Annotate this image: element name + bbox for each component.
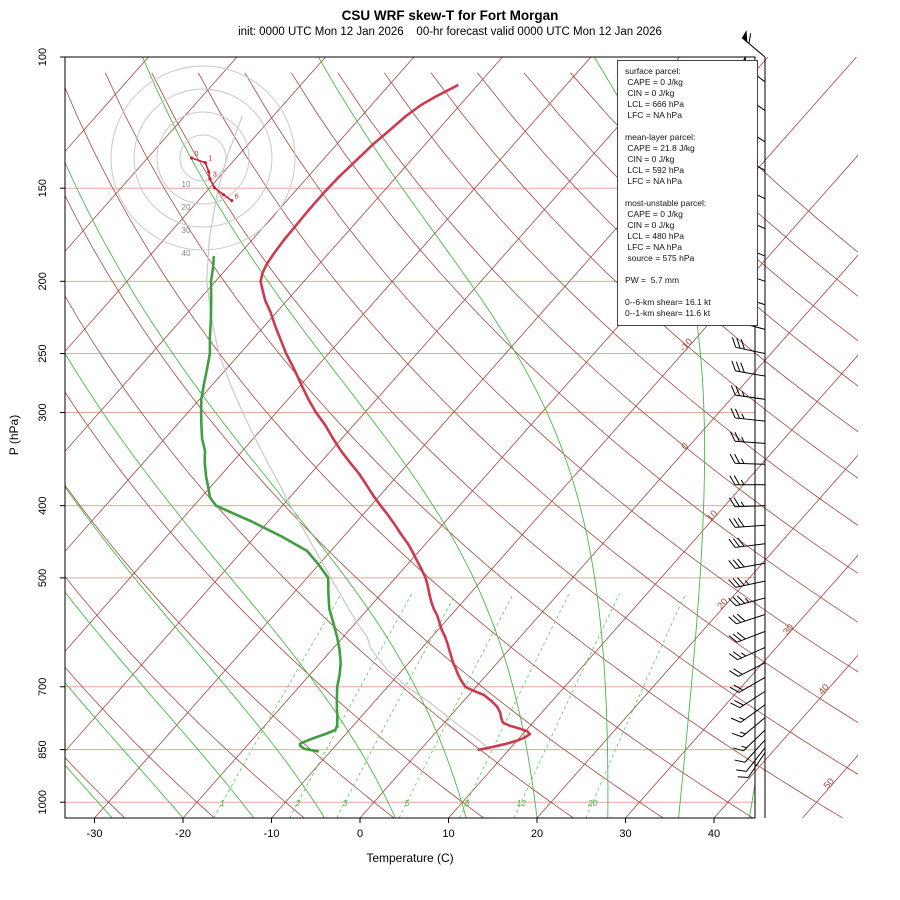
axes: -30 -20 -10 0 10 20 30 401001502002503004005007… xyxy=(37,48,720,840)
y-tick-label: 200 xyxy=(37,272,49,290)
y-tick-label: 300 xyxy=(37,403,49,421)
info-line xyxy=(625,121,750,132)
info-line xyxy=(625,286,750,297)
y-tick-label: 700 xyxy=(37,678,49,696)
parcel-info-box: surface parcel: CAPE = 0 J/kg CIN = 0 J/… xyxy=(617,60,758,326)
x-tick-label: 0 xyxy=(357,828,363,840)
info-line: surface parcel: xyxy=(625,66,681,76)
hodograph-ring-label: 40 xyxy=(182,249,191,258)
info-line: most-unstable parcel: xyxy=(625,198,707,208)
dry-adiabats xyxy=(65,72,858,818)
mixing-ratio-label: 8 xyxy=(465,798,470,808)
x-tick-label: -30 xyxy=(87,828,103,840)
info-line: CIN = 0 J/kg xyxy=(625,154,675,164)
info-line: LCL = 480 hPa xyxy=(625,231,684,241)
isotherm-label: 10 xyxy=(705,508,720,523)
x-axis-label: Temperature (C) xyxy=(366,851,454,865)
x-tick-label: 20 xyxy=(531,828,543,840)
mixing-ratio-label: 1 xyxy=(220,798,225,808)
info-line: 0--6-km shear= 16.1 kt xyxy=(625,297,711,307)
isotherm-label: -10 xyxy=(678,337,695,355)
info-line: LCL = 666 hPa xyxy=(625,99,684,109)
hodograph-ring-label: 30 xyxy=(182,226,191,235)
info-line: PW = 5.7 mm xyxy=(625,275,680,285)
hodograph-height-label: 3 xyxy=(213,172,217,179)
temperature-curve xyxy=(259,83,532,752)
isotherm-label: 30 xyxy=(781,622,796,637)
info-line: CAPE = 0 J/kg xyxy=(625,209,683,219)
y-tick-label: 1000 xyxy=(37,790,49,814)
hodograph-height-label: 1 xyxy=(208,156,212,163)
hodograph: 10 20 30 40 0 1 3 6 xyxy=(110,65,296,258)
mixing-ratio-label: 3 xyxy=(343,798,348,808)
info-line: CIN = 0 J/kg xyxy=(625,88,675,98)
moist-adiabats xyxy=(65,57,755,818)
x-tick-label: 10 xyxy=(442,828,454,840)
mixing-ratio-label: 20 xyxy=(587,798,598,808)
sounding-profiles xyxy=(199,83,532,753)
info-line: CAPE = 21.8 J/kg xyxy=(625,143,695,153)
info-line: LFC = NA hPa xyxy=(625,110,682,120)
y-tick-label: 850 xyxy=(37,740,49,758)
hodograph-height-label: 6 xyxy=(235,194,239,201)
mixing-ratio-lines xyxy=(213,593,687,818)
mixing-ratio-labels: 1 2 3 5 8 12 20 xyxy=(220,798,598,808)
dewpoint-curve xyxy=(199,256,342,753)
x-tick-label: 30 xyxy=(619,828,631,840)
plot-border xyxy=(64,56,756,819)
info-line: source = 575 hPa xyxy=(625,253,695,263)
isotherm-label: 50 xyxy=(822,776,837,791)
info-line xyxy=(625,264,750,275)
x-tick-label: -10 xyxy=(264,828,280,840)
info-line: 0--1-km shear= 11.6 kt xyxy=(625,308,711,318)
info-line: CIN = 0 J/kg xyxy=(625,220,675,230)
isotherm-label: 40 xyxy=(817,682,832,697)
y-tick-label: 150 xyxy=(37,179,49,197)
mixing-ratio-label: 2 xyxy=(295,798,301,808)
hodograph-ring-label: 20 xyxy=(182,203,191,212)
y-tick-label: 500 xyxy=(37,569,49,587)
y-tick-label: 250 xyxy=(37,344,49,362)
chart-title: CSU WRF skew-T for Fort Morgan xyxy=(341,8,559,23)
isotherm-label: 20 xyxy=(715,596,730,611)
mixing-ratio-label: 12 xyxy=(517,798,527,808)
hodograph-height-label: 0 xyxy=(195,151,199,158)
y-tick-label: 400 xyxy=(37,497,49,515)
mixing-ratio-label: 5 xyxy=(405,798,410,808)
info-line: LFC = NA hPa xyxy=(625,242,682,252)
y-axis-label: P (hPa) xyxy=(7,414,21,456)
info-line: LFC = NA hPa xyxy=(625,176,682,186)
chart-subtitle: init: 0000 UTC Mon 12 Jan 2026 00-hr for… xyxy=(238,26,662,38)
isotherm-label: 0 xyxy=(679,441,691,452)
x-tick-label: -20 xyxy=(175,828,191,840)
info-line xyxy=(625,187,750,198)
isotherm-labels: -10 0 10 20 30 40 50 xyxy=(678,337,837,792)
info-line: mean-layer parcel: xyxy=(625,132,696,142)
info-line: CAPE = 0 J/kg xyxy=(625,77,683,87)
x-tick-label: 40 xyxy=(708,828,720,840)
y-tick-label: 100 xyxy=(37,48,49,66)
hodograph-ring-label: 10 xyxy=(182,180,191,189)
info-line: LCL = 592 hPa xyxy=(625,165,684,175)
